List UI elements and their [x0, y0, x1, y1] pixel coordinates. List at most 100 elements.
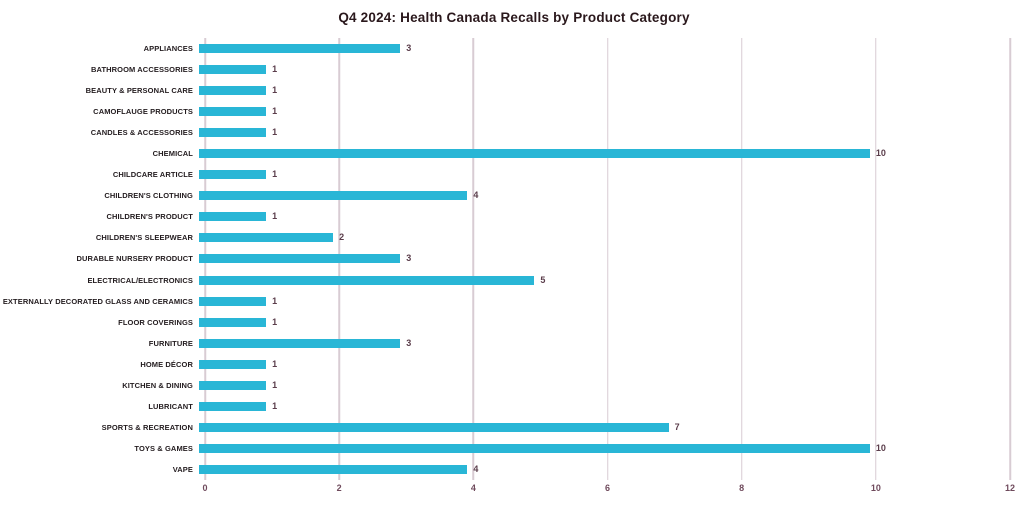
- value-label: 1: [272, 127, 278, 138]
- value-label: 1: [272, 211, 278, 222]
- bar-zone: 1: [199, 354, 1028, 375]
- value-label: 1: [272, 85, 278, 96]
- bar-row: CANDLES & ACCESSORIES 1: [0, 122, 1028, 143]
- value-label: 4: [473, 190, 479, 201]
- bar-row: TOYS & GAMES 10: [0, 438, 1028, 459]
- x-tick-label: 2: [336, 483, 342, 493]
- gridline-4: [472, 38, 475, 480]
- category-label: KITCHEN & DINING: [122, 380, 193, 390]
- category-label: CHILDREN'S CLOTHING: [104, 191, 193, 201]
- bar: [199, 380, 267, 390]
- x-tick-label: 4: [470, 483, 476, 493]
- bar-zone: 10: [199, 438, 1028, 459]
- bar-zone: 1: [199, 80, 1028, 101]
- bar-row: CHILDREN'S CLOTHING 4: [0, 185, 1028, 206]
- value-label: 1: [272, 106, 278, 117]
- category-label: APPLIANCES: [143, 44, 193, 54]
- bar: [199, 191, 468, 201]
- bar-row: SPORTS & RECREATION 7: [0, 417, 1028, 438]
- category-label: SPORTS & RECREATION: [101, 422, 193, 432]
- category-label: DURABLE NURSERY PRODUCT: [76, 254, 193, 264]
- bar-zone: 1: [199, 59, 1028, 80]
- bar: [199, 170, 267, 180]
- value-label: 3: [406, 253, 412, 264]
- category-label: BATHROOM ACCESSORIES: [90, 65, 193, 75]
- gridline-6: [606, 38, 609, 480]
- bar: [199, 443, 870, 453]
- x-tick-label: 12: [1004, 483, 1016, 493]
- bar-zone: 10: [199, 143, 1028, 164]
- bar-row: BEAUTY & PERSONAL CARE 1: [0, 80, 1028, 101]
- bar-row: VAPE 4: [0, 459, 1028, 480]
- bar-row: KITCHEN & DINING 1: [0, 375, 1028, 396]
- x-tick-label: 10: [870, 483, 881, 493]
- category-label: FLOOR COVERINGS: [118, 317, 193, 327]
- bar-row: ELECTRICAL/ELECTRONICS 5: [0, 270, 1028, 291]
- x-axis: 0 2 4 6 8 10 12: [202, 483, 1015, 498]
- category-label: FURNITURE: [148, 338, 193, 348]
- value-label: 2: [339, 232, 345, 243]
- bar-row: EXTERNALLY DECORATED GLASS AND CERAMICS 1: [0, 291, 1028, 312]
- bar: [199, 338, 401, 348]
- gridline-12: [1009, 38, 1011, 480]
- value-label: 1: [272, 400, 278, 411]
- bar-row: FLOOR COVERINGS 1: [0, 312, 1028, 333]
- bar: [199, 233, 334, 243]
- value-label: 4: [473, 463, 479, 474]
- category-label: HOME DÉCOR: [140, 359, 193, 369]
- bar-zone: 3: [199, 333, 1028, 354]
- value-label: 1: [272, 358, 278, 369]
- value-label: 1: [272, 64, 278, 75]
- value-label: 1: [272, 316, 278, 327]
- bar-row: HOME DÉCOR 1: [0, 354, 1028, 375]
- bar: [199, 296, 267, 306]
- bar: [199, 212, 267, 222]
- category-label: CHEMICAL: [152, 149, 193, 159]
- category-label: CHILDREN'S SLEEPWEAR: [95, 233, 193, 243]
- category-label: CHILDREN'S PRODUCT: [106, 212, 193, 222]
- x-tick-label: 6: [604, 483, 611, 493]
- bar-rows: APPLIANCES 3 BATHROOM ACCESSORIES 1 BEAUTY &…: [0, 38, 1028, 480]
- category-label: TOYS & GAMES: [134, 443, 193, 453]
- x-tick-label: 0: [202, 483, 208, 493]
- bar: [199, 359, 267, 369]
- bar: [199, 464, 468, 474]
- bar-row: DURABLE NURSERY PRODUCT 3: [0, 248, 1028, 269]
- gridline-8: [740, 38, 743, 480]
- category-label: CHILDCARE ARTICLE: [112, 170, 193, 180]
- bar: [199, 254, 401, 264]
- bar-zone: 3: [199, 248, 1028, 269]
- bar-zone: 3: [199, 38, 1028, 59]
- bar-row: BATHROOM ACCESSORIES 1: [0, 59, 1028, 80]
- bar: [199, 401, 267, 411]
- bar-row: CHILDCARE ARTICLE 1: [0, 164, 1028, 185]
- category-label: VAPE: [172, 464, 193, 474]
- bar-zone: 4: [199, 459, 1028, 480]
- bar-zone: 1: [199, 396, 1028, 417]
- x-tick-label: 8: [739, 483, 745, 493]
- bar-zone: 1: [199, 122, 1028, 143]
- bar: [199, 86, 267, 96]
- bar-row: CHEMICAL 10: [0, 143, 1028, 164]
- bar: [199, 149, 870, 159]
- value-label: 1: [272, 169, 278, 180]
- bar-zone: 4: [199, 185, 1028, 206]
- value-label: 5: [540, 274, 546, 285]
- bar-zone: 1: [199, 291, 1028, 312]
- value-label: 3: [406, 43, 412, 54]
- value-label: 1: [272, 379, 278, 390]
- bar: [199, 275, 535, 285]
- bar-zone: 1: [199, 164, 1028, 185]
- value-label: 1: [272, 295, 278, 306]
- bar-row: APPLIANCES 3: [0, 38, 1028, 59]
- bar-zone: 7: [199, 417, 1028, 438]
- category-label: LUBRICANT: [148, 401, 193, 411]
- bar: [199, 422, 669, 432]
- bar-zone: 1: [199, 206, 1028, 227]
- value-label: 7: [674, 421, 680, 432]
- category-label: EXTERNALLY DECORATED GLASS AND CERAMICS: [2, 296, 193, 306]
- bar: [199, 317, 267, 327]
- value-label: 3: [406, 337, 412, 348]
- bar-row: CHILDREN'S PRODUCT 1: [0, 206, 1028, 227]
